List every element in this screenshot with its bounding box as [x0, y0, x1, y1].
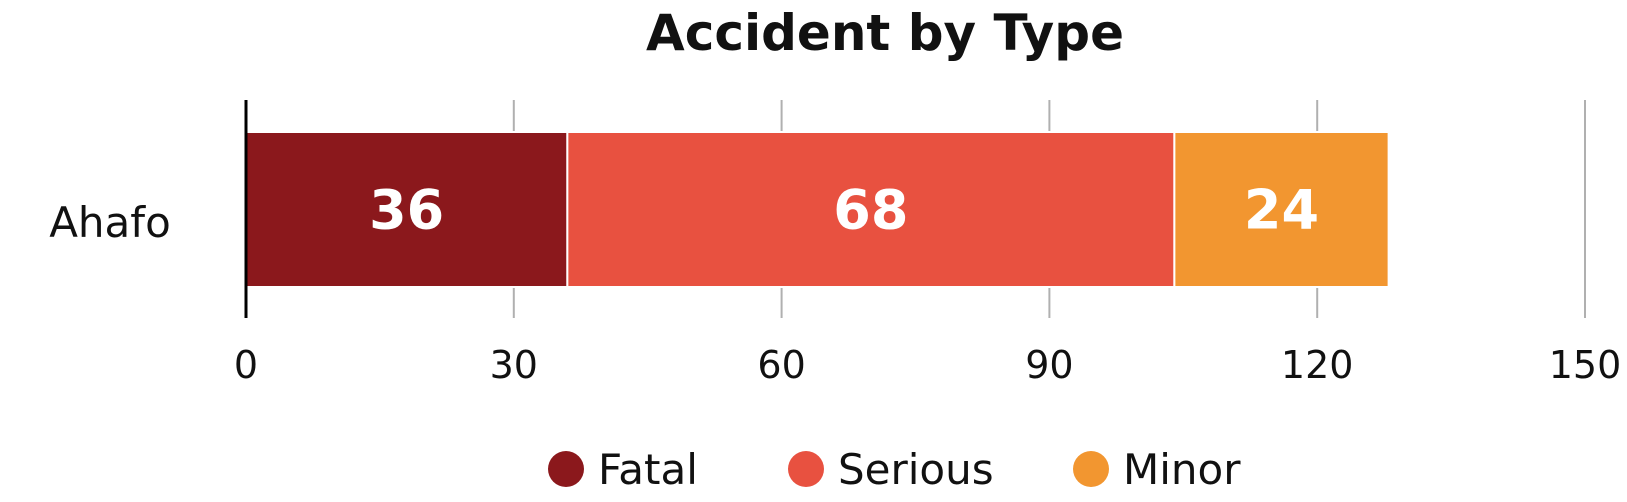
bar-fatal [245, 131, 569, 288]
chart-title: Accident by Type [646, 4, 1124, 62]
x-tick-label: 90 [1025, 343, 1073, 387]
legend: Fatal Serious Minor [548, 445, 1241, 494]
legend-marker-serious [788, 451, 824, 487]
x-tick-label: 30 [490, 343, 538, 387]
data-label-minor: 24 [1244, 179, 1319, 242]
bars: 36 68 24 [245, 131, 1390, 288]
data-label-serious: 68 [833, 179, 908, 242]
legend-label-serious: Serious [838, 445, 994, 494]
legend-label-fatal: Fatal [598, 445, 698, 494]
x-tick-label: 120 [1281, 343, 1354, 387]
legend-marker-minor [1073, 451, 1109, 487]
data-label-fatal: 36 [369, 179, 444, 242]
category-label: Ahafo [49, 198, 171, 247]
bar-minor [1173, 131, 1390, 288]
bar-serious [566, 131, 1176, 288]
legend-label-minor: Minor [1123, 445, 1241, 494]
x-tick-label: 0 [234, 343, 258, 387]
x-tick-label: 150 [1549, 343, 1622, 387]
x-tick-labels: 0 30 60 90 120 150 [234, 343, 1621, 387]
legend-marker-fatal [548, 451, 584, 487]
x-tick-label: 60 [757, 343, 805, 387]
